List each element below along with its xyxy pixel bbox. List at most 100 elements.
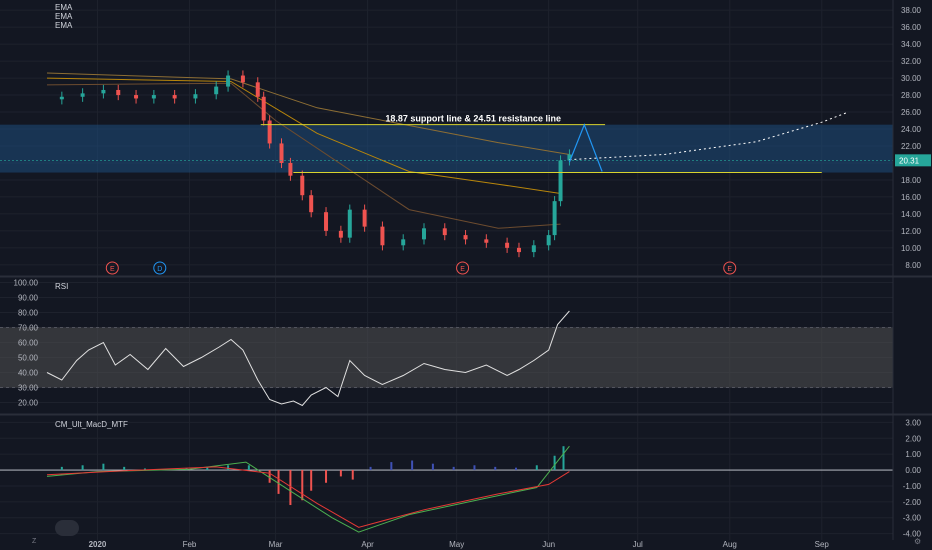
macd-hist-bar bbox=[247, 465, 250, 471]
macd-tick-label: -2.00 bbox=[903, 498, 922, 507]
candle-body bbox=[380, 226, 385, 246]
macd-tick-label: 3.00 bbox=[905, 418, 921, 427]
macd-tick-label: 1.00 bbox=[905, 450, 921, 459]
annotation-text[interactable]: 18.87 support line & 24.51 resistance li… bbox=[385, 114, 561, 124]
ema-legend-1[interactable]: EMA bbox=[55, 3, 73, 12]
price-tick-label: 38.00 bbox=[901, 6, 922, 15]
candle-body bbox=[300, 175, 305, 196]
ema-line bbox=[46, 77, 561, 194]
x-tick-label: Feb bbox=[183, 540, 197, 549]
settings-icon[interactable]: ⚙ bbox=[914, 537, 922, 546]
support-resistance-zone bbox=[0, 124, 893, 173]
event-marker bbox=[723, 261, 737, 275]
price-tick-label: 8.00 bbox=[905, 261, 921, 270]
ema-line bbox=[46, 82, 561, 229]
rsi-tick-label: 80.00 bbox=[18, 309, 39, 318]
candle-body bbox=[193, 94, 198, 99]
price-tick-label: 26.00 bbox=[901, 108, 922, 117]
price-tag-text: 20.31 bbox=[899, 156, 920, 165]
macd-tick-label: -3.00 bbox=[903, 514, 922, 523]
candle-body bbox=[255, 82, 260, 97]
macd-hist-bar bbox=[325, 470, 328, 483]
macd-tick-label: 0.00 bbox=[905, 466, 921, 475]
x-tick-label: Sep bbox=[815, 540, 830, 549]
rsi-tick-label: 100.00 bbox=[14, 279, 39, 288]
candle-body bbox=[151, 95, 156, 99]
candle-body bbox=[505, 242, 510, 248]
rsi-line bbox=[46, 310, 570, 407]
macd-hist-bar bbox=[81, 465, 84, 471]
macd-tick-label: -4.00 bbox=[903, 530, 922, 539]
projection-line bbox=[569, 111, 849, 161]
macd-hist-bar bbox=[553, 455, 556, 471]
candle-body bbox=[552, 201, 557, 236]
macd-hist-bar bbox=[123, 466, 126, 471]
candle-body bbox=[546, 235, 551, 246]
rsi-tick-label: 60.00 bbox=[18, 339, 39, 348]
candle-body bbox=[401, 239, 406, 246]
rsi-tick-label: 70.00 bbox=[18, 324, 39, 333]
price-tick-label: 22.00 bbox=[901, 142, 922, 151]
macd-hist-bar bbox=[60, 466, 63, 471]
projection-path bbox=[568, 111, 849, 172]
macd-hist-bar bbox=[494, 466, 497, 471]
rsi-title[interactable]: RSI bbox=[55, 282, 69, 291]
event-marker-label: E bbox=[460, 266, 465, 273]
x-tick-label: 2020 bbox=[89, 540, 107, 549]
rsi-pane bbox=[0, 310, 893, 407]
macd-title[interactable]: CM_Ult_MacD_MTF bbox=[55, 420, 128, 429]
ema-legend-2[interactable]: EMA bbox=[55, 12, 73, 21]
candle-body bbox=[261, 96, 266, 121]
rsi-tick-label: 30.00 bbox=[18, 384, 39, 393]
ema-legend-3[interactable]: EMA bbox=[55, 21, 73, 30]
price-tag-bg bbox=[895, 154, 931, 167]
price-tick-label: 14.00 bbox=[901, 210, 922, 219]
candle-body bbox=[214, 86, 219, 95]
candle-body bbox=[442, 228, 447, 236]
macd-hist-bar bbox=[351, 470, 354, 480]
candle-body bbox=[558, 160, 563, 202]
candle-body bbox=[463, 235, 468, 240]
candle-body bbox=[172, 95, 177, 99]
price-candles bbox=[59, 70, 572, 258]
price-tick-label: 34.00 bbox=[901, 40, 922, 49]
macd-hist-bar bbox=[515, 467, 518, 471]
candle-body bbox=[309, 195, 314, 213]
candle-body bbox=[101, 89, 106, 94]
macd-hist-bar bbox=[369, 466, 372, 471]
price-tick-label: 30.00 bbox=[901, 74, 922, 83]
event-marker-label: D bbox=[157, 266, 162, 273]
macd-hist-bar bbox=[535, 465, 538, 471]
macd-pane bbox=[0, 445, 893, 533]
candle-body bbox=[134, 95, 139, 99]
macd-hist-bar bbox=[310, 470, 313, 491]
candle-body bbox=[338, 230, 343, 238]
x-tick-label: Jun bbox=[542, 540, 555, 549]
forecast-arrow bbox=[568, 123, 603, 172]
macd-hist-bar bbox=[143, 468, 146, 471]
tradingview-logo[interactable] bbox=[55, 520, 79, 536]
x-tick-label: Apr bbox=[361, 540, 374, 549]
timezone-button[interactable]: Z bbox=[32, 538, 37, 545]
price-tick-label: 36.00 bbox=[901, 23, 922, 32]
candle-body bbox=[324, 212, 329, 231]
macd-tick-label: 2.00 bbox=[905, 434, 921, 443]
macd-hist-bar bbox=[452, 466, 455, 471]
rsi-tick-label: 20.00 bbox=[18, 399, 39, 408]
candle-body bbox=[362, 209, 367, 227]
macd-hist-bar bbox=[390, 462, 393, 471]
candle-body bbox=[240, 75, 245, 83]
macd-slow-line bbox=[46, 466, 570, 528]
macd-hist-bar bbox=[206, 466, 209, 471]
macd-hist-bar bbox=[411, 460, 414, 471]
candle-body bbox=[531, 245, 536, 253]
ema-lines bbox=[46, 72, 570, 229]
grid-lines bbox=[0, 0, 893, 540]
candle-body bbox=[267, 120, 272, 144]
x-tick-label: May bbox=[449, 540, 464, 549]
price-tick-label: 16.00 bbox=[901, 193, 922, 202]
candle-body bbox=[516, 247, 521, 253]
candle-body bbox=[226, 75, 231, 87]
